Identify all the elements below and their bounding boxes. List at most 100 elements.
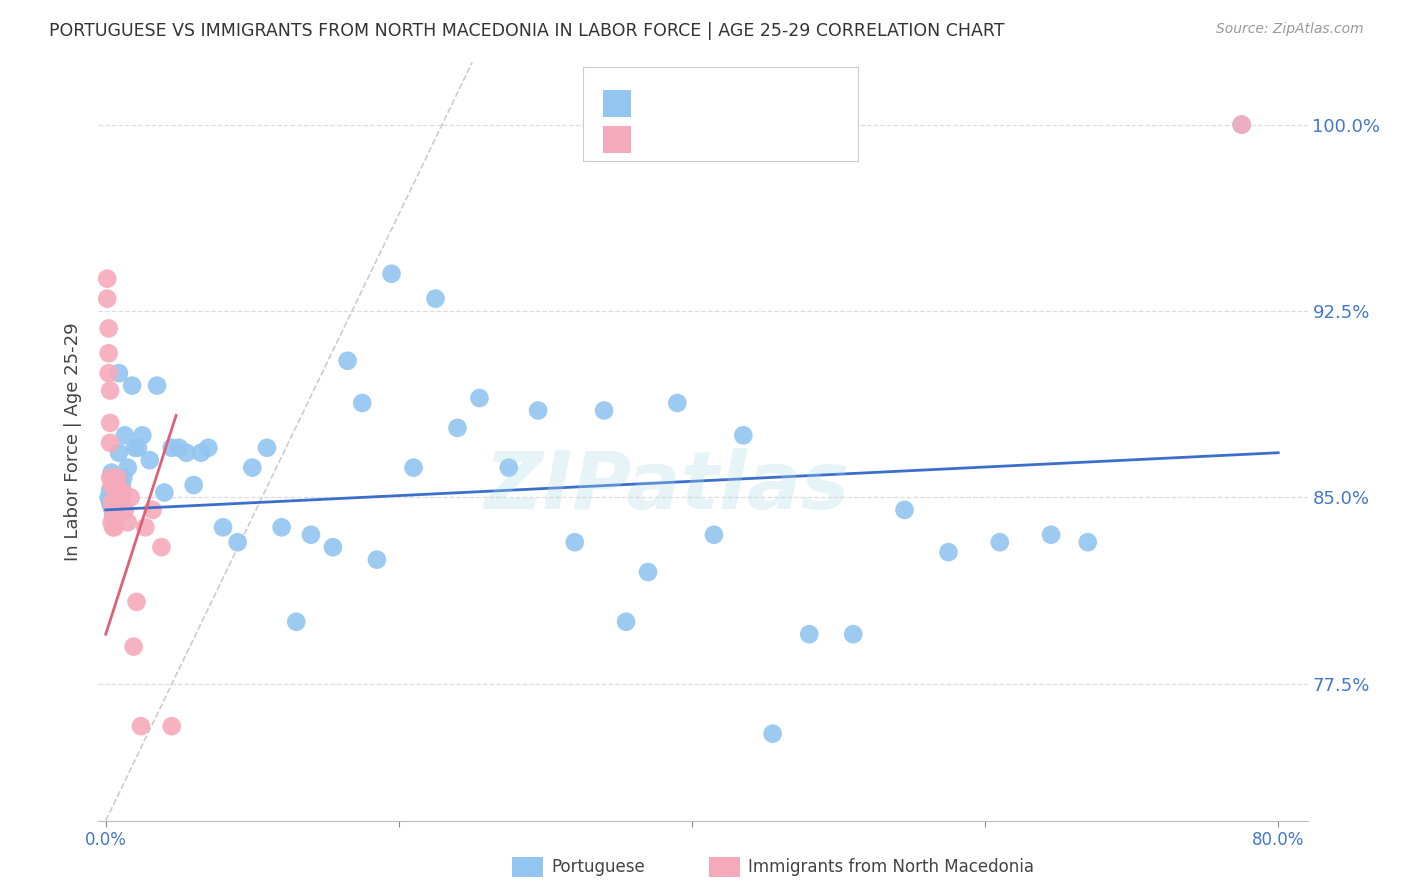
Point [111, 491, 134, 505]
Point [938, 545, 960, 559]
Point [100, 466, 122, 480]
Point [98, 470, 121, 484]
Point [105, 491, 128, 505]
Text: Source: ZipAtlas.com: Source: ZipAtlas.com [1216, 22, 1364, 37]
Point [105, 510, 128, 524]
Point [100, 516, 122, 530]
Point [98, 495, 121, 509]
Point [183, 478, 205, 492]
Point [352, 396, 374, 410]
Point [101, 491, 124, 505]
Point [98, 483, 121, 497]
Point [107, 503, 129, 517]
Point [120, 491, 142, 505]
Point [564, 535, 586, 549]
Point [380, 267, 402, 281]
Point [108, 491, 131, 505]
Point [160, 719, 183, 733]
Point [637, 565, 659, 579]
Point [108, 446, 131, 460]
Point [96, 271, 118, 285]
Text: Portuguese: Portuguese [551, 858, 645, 876]
Point [733, 428, 755, 442]
Point [160, 441, 183, 455]
Point [498, 460, 520, 475]
Point [1077, 535, 1099, 549]
Point [614, 615, 637, 629]
Point [98, 416, 121, 430]
Text: R =  0.199   N = 36: R = 0.199 N = 36 [641, 130, 803, 148]
Point [527, 403, 550, 417]
Point [124, 441, 146, 455]
Y-axis label: In Labor Force | Age 25-29: In Labor Force | Age 25-29 [65, 322, 83, 561]
Point [114, 428, 136, 442]
Point [703, 528, 725, 542]
Point [97, 491, 120, 505]
Point [190, 446, 212, 460]
Point [1230, 118, 1253, 132]
Point [131, 428, 153, 442]
Point [100, 478, 122, 492]
Point [134, 520, 156, 534]
Point [110, 478, 132, 492]
Point [97, 346, 120, 360]
Point [103, 478, 125, 492]
Point [105, 478, 128, 492]
Point [111, 478, 134, 492]
Point [988, 535, 1011, 549]
Point [117, 516, 139, 530]
Point [114, 503, 136, 517]
Point [107, 491, 129, 505]
Point [100, 500, 122, 515]
Point [256, 441, 278, 455]
Point [285, 615, 308, 629]
Point [98, 384, 121, 398]
Point [425, 292, 447, 306]
Point [101, 520, 124, 534]
Point [153, 485, 176, 500]
Point [105, 491, 128, 505]
Point [197, 441, 219, 455]
Point [107, 470, 129, 484]
Point [110, 491, 132, 505]
Point [167, 441, 190, 455]
Point [101, 503, 124, 517]
Point [121, 378, 143, 392]
Point [101, 473, 124, 487]
Text: Immigrants from North Macedonia: Immigrants from North Macedonia [748, 858, 1033, 876]
Point [799, 627, 821, 641]
Point [322, 540, 344, 554]
Point [366, 552, 388, 566]
Point [103, 495, 125, 509]
Point [226, 535, 249, 549]
Point [150, 540, 173, 554]
Text: R =  0.038   N = 70: R = 0.038 N = 70 [641, 95, 803, 112]
Point [101, 495, 124, 509]
Point [125, 595, 148, 609]
Point [138, 453, 160, 467]
Text: ZIPatlas: ZIPatlas [484, 448, 849, 526]
Point [299, 528, 322, 542]
Point [117, 460, 139, 475]
Point [96, 292, 118, 306]
Point [98, 435, 121, 450]
Text: PORTUGUESE VS IMMIGRANTS FROM NORTH MACEDONIA IN LABOR FORCE | AGE 25-29 CORRELA: PORTUGUESE VS IMMIGRANTS FROM NORTH MACE… [49, 22, 1005, 40]
Point [446, 421, 468, 435]
Point [1230, 118, 1253, 132]
Point [97, 366, 120, 380]
Point [122, 640, 145, 654]
Point [97, 321, 120, 335]
Point [893, 503, 915, 517]
Point [142, 503, 165, 517]
Point [101, 508, 124, 522]
Point [842, 627, 865, 641]
Point [110, 483, 132, 497]
Point [112, 485, 135, 500]
Point [1040, 528, 1063, 542]
Point [103, 478, 125, 492]
Point [103, 520, 125, 534]
Point [240, 460, 263, 475]
Point [129, 719, 152, 733]
Point [146, 378, 169, 392]
Point [112, 470, 135, 484]
